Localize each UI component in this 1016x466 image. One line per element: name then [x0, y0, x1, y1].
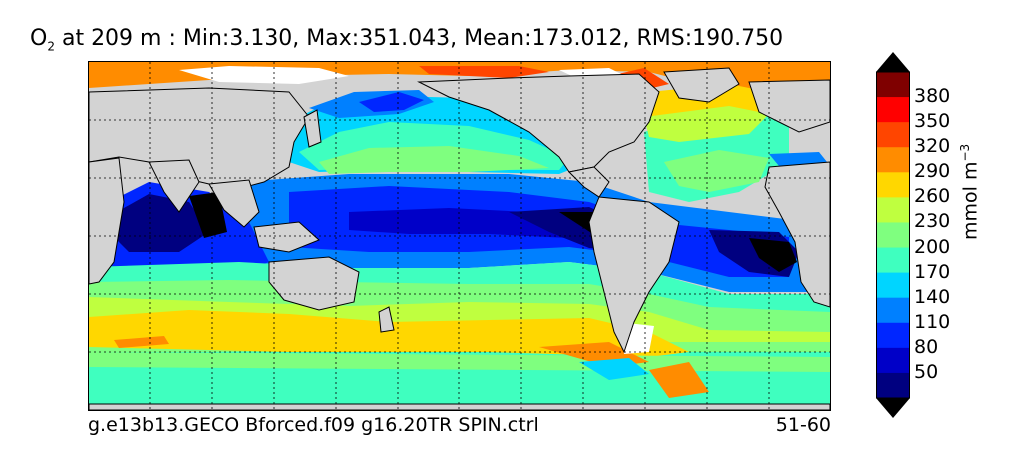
- ocean-oxygen-map: [88, 61, 831, 411]
- land-south-america: [588, 196, 680, 354]
- colorbar-outline: [876, 71, 910, 399]
- land-africa-west: [764, 161, 830, 308]
- colorbar-segment: [876, 147, 910, 173]
- colorbar-segment: [876, 97, 910, 123]
- ocean-southern-lightblue: [579, 358, 649, 380]
- colorbar-tick-label: 380: [914, 85, 951, 108]
- units-label: mmol m−3: [958, 144, 981, 240]
- units-superscript: −3: [958, 143, 972, 162]
- colorbar-over-arrow: [876, 52, 910, 72]
- land-central-america: [567, 166, 610, 198]
- land-new-zealand: [378, 306, 395, 333]
- ocean-mediterranean: [769, 152, 827, 166]
- title-stats: at 209 m : Min:3.130, Max:351.043, Mean:…: [54, 26, 784, 51]
- colorbar-segments: [876, 72, 910, 399]
- colorbar-segment: [876, 247, 910, 274]
- ocean-north-pacific-low: [359, 92, 424, 112]
- land-southeast-asia: [208, 179, 260, 228]
- land-australia: [268, 256, 360, 311]
- colorbar-tick-label: 320: [914, 135, 951, 158]
- colorbar-segment: [876, 72, 910, 98]
- missing-data-arctic: [179, 66, 349, 84]
- colorbar-tick-label: 80: [914, 335, 939, 358]
- land-india: [148, 159, 200, 213]
- colorbar-under-arrow: [876, 398, 910, 418]
- colorbar-tick-label: 140: [914, 285, 951, 308]
- colorbar-segment: [876, 272, 910, 299]
- land-antarctica: [89, 403, 830, 410]
- colorbar-segment: [876, 172, 910, 198]
- ocean-southern-orange-2: [649, 362, 709, 398]
- colorbar-tick-label: 50: [914, 360, 939, 383]
- graticule: [89, 62, 830, 410]
- colorbar-tick-label: 200: [914, 235, 951, 258]
- colorbar: [876, 52, 910, 418]
- ocean-arctic-high: [419, 66, 549, 78]
- title-species-subscript: 2: [47, 39, 55, 54]
- ocean-north-pacific-core: [319, 146, 549, 174]
- ocean-east-atlantic-core: [749, 238, 797, 272]
- colorbar-segment: [876, 122, 910, 148]
- run-label: g.e13b13.GECO Bforced.f09 g16.20TR SPIN.…: [88, 414, 539, 436]
- colorbar-tick-label: 170: [914, 260, 951, 283]
- colorbar-tick-label: 230: [914, 210, 951, 233]
- units-text: mmol m: [959, 161, 982, 240]
- colorbar-segment: [876, 197, 910, 223]
- map-canvas: [89, 62, 830, 410]
- title-species: O: [30, 26, 48, 51]
- colorbar-segment: [876, 222, 910, 249]
- land-north-america: [417, 73, 660, 173]
- ocean-arabian-sea: [189, 192, 227, 238]
- colorbar-segment: [876, 322, 910, 349]
- colorbar-tick-label: 290: [914, 160, 951, 183]
- land-greenland: [663, 67, 740, 103]
- colorbar-segment: [876, 372, 910, 399]
- colorbar-tick-label: 350: [914, 110, 951, 133]
- years-label: 51-60: [775, 414, 831, 436]
- colorbar-tick-label: 110: [914, 310, 951, 333]
- land-maritime-continent: [253, 221, 320, 253]
- colorbar-segment: [876, 347, 910, 374]
- colorbar-tick-label: 260: [914, 185, 951, 208]
- land-africa-east: [89, 157, 125, 285]
- ocean-southern-orange-3: [114, 336, 169, 348]
- ocean-north-atlantic-mid: [644, 106, 769, 142]
- ocean-north-atlantic-core: [664, 150, 769, 192]
- colorbar-segment: [876, 297, 910, 324]
- plot-title: O2 at 209 m : Min:3.130, Max:351.043, Me…: [30, 26, 783, 53]
- ocean-southern-high: [89, 310, 689, 357]
- land-japan: [303, 109, 322, 148]
